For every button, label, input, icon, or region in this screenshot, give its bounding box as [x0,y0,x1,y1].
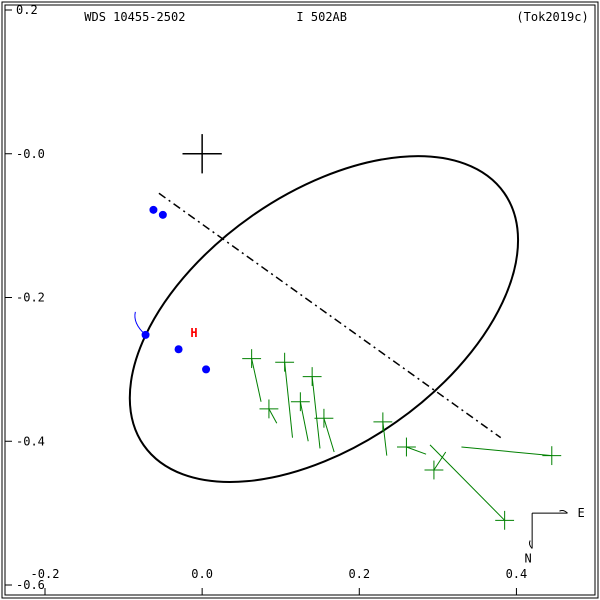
title-left: WDS 10455-2502 [84,10,185,24]
y-tick-label: -0.2 [16,291,45,305]
orbit-ellipse [72,90,577,548]
y-tick-label: -0.6 [16,578,45,592]
y-tick-label: -0.4 [16,434,45,448]
residual-line [461,447,551,456]
x-tick-label: 0.4 [506,567,528,581]
obs-point [159,211,167,219]
obs-point [175,345,183,353]
title-center: I 502AB [296,10,347,24]
title-right: (Tok2019c) [516,10,588,24]
residual-line [269,409,277,423]
compass-e-label: E [578,506,585,520]
orbit-plot: -0.20.00.20.4-0.6-0.4-0.2-0.00.2WDS 1045… [0,0,600,600]
compass-n-label: N [525,551,532,565]
obs-point [142,331,150,339]
residual-line [285,362,293,437]
residual-line [406,447,426,454]
residual-line [383,422,387,456]
line-of-nodes [159,193,501,437]
residual-line [252,359,261,402]
h-label: H [190,326,197,340]
y-tick-label: -0.0 [16,147,45,161]
residual-line [324,418,334,452]
obs-point [202,365,210,373]
residual-line [312,377,320,449]
residual-line [300,402,308,442]
x-tick-label: 0.2 [348,567,370,581]
residual-line [430,445,505,520]
x-tick-label: 0.0 [191,567,213,581]
y-tick-label: 0.2 [16,3,38,17]
obs-point [149,206,157,214]
